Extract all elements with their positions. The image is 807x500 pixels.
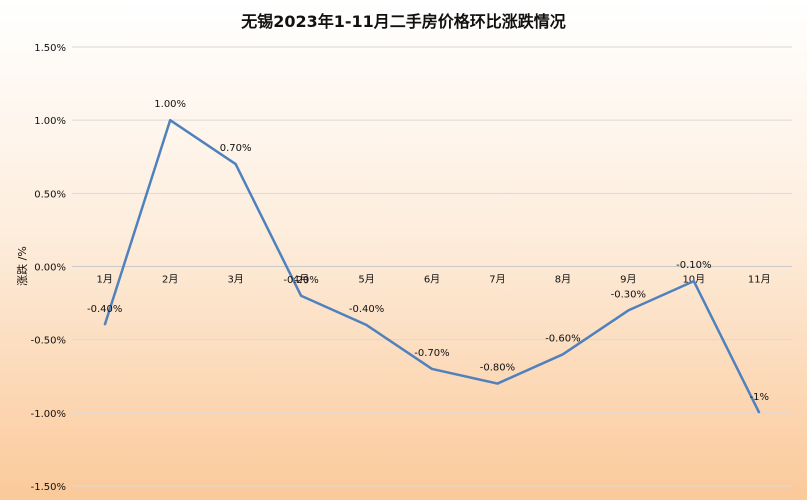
x-tick-label: 3月: [227, 274, 243, 286]
data-point: [758, 412, 760, 414]
data-point: [104, 324, 106, 326]
y-tick-label: 0.50%: [34, 189, 66, 200]
x-tick-label: 9月: [620, 274, 636, 286]
gridlines: [72, 46, 792, 487]
series-layer: [103, 118, 761, 414]
data-point: [300, 295, 302, 297]
data-point: [693, 280, 695, 282]
data-point: [496, 383, 498, 385]
data-label: -0.60%: [545, 333, 580, 344]
data-label: -0.20%: [283, 275, 318, 286]
data-label: -0.10%: [676, 260, 711, 271]
data-label: -0.70%: [414, 348, 449, 359]
data-point: [366, 324, 368, 326]
x-tick-labels: 1月 2月 3月 4月 5月 6月 7月 8月 9月 10月 11月: [97, 274, 771, 286]
data-label: 0.70%: [220, 143, 252, 154]
x-tick-label: 6月: [424, 274, 440, 286]
data-labels: -0.40% 1.00% 0.70% -0.20% -0.40% -0.70% -0.80%…: [87, 99, 769, 403]
data-point: [235, 163, 237, 165]
y-tick-labels: 1.50% 1.00% 0.50% 0.00% -0.50% -1.00% -1.50%: [31, 43, 66, 493]
y-tick-label: 0.00%: [34, 263, 66, 274]
data-point: [431, 368, 433, 370]
x-tick-label: 8月: [555, 274, 571, 286]
data-point: [627, 309, 629, 311]
data-label: -0.80%: [480, 363, 515, 374]
y-tick-label: 1.00%: [34, 116, 66, 127]
x-tick-label: 7月: [489, 274, 505, 286]
data-label: -1%: [750, 392, 769, 403]
data-label: 1.00%: [154, 99, 186, 110]
data-label: -0.40%: [349, 304, 384, 315]
x-tick-label: 2月: [162, 274, 178, 286]
data-point: [169, 119, 171, 121]
y-tick-label: 1.50%: [34, 43, 66, 54]
x-tick-label: 5月: [358, 274, 374, 286]
y-tick-label: -1.50%: [31, 482, 66, 493]
x-tick-label: 4月: [293, 274, 309, 286]
data-point: [562, 353, 564, 355]
x-tick-label: 1月: [97, 274, 113, 286]
chart-title: 无锡2023年1-11月二手房价格环比涨跌情况: [241, 12, 566, 31]
data-label: -0.30%: [611, 289, 646, 300]
y-tick-label: -0.50%: [31, 336, 66, 347]
x-tick-label: 11月: [748, 274, 771, 286]
data-label: -0.40%: [87, 304, 122, 315]
y-tick-label: -1.00%: [31, 409, 66, 420]
